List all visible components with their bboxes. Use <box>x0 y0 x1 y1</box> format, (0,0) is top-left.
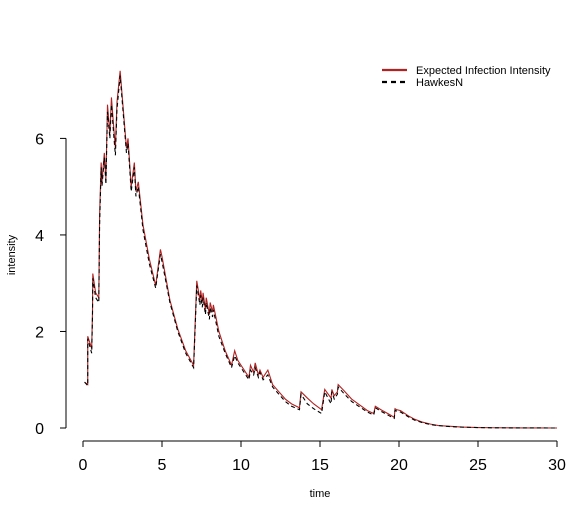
y-tick-label: 2 <box>35 324 44 341</box>
y-axis-title: intensity <box>6 234 18 275</box>
axes: 0 5 10 15 20 25 30 0 2 4 6 <box>35 131 566 474</box>
x-tick-label: 15 <box>311 457 329 474</box>
series-layer <box>84 70 558 429</box>
legend-label: Expected Infection Intensity <box>416 65 551 77</box>
x-tick-label: 30 <box>548 457 566 474</box>
y-tick-label: 6 <box>35 131 44 148</box>
x-tick-label: 20 <box>390 457 408 474</box>
legend-label: HawkesN <box>416 77 463 89</box>
y-tick-label: 0 <box>35 421 44 438</box>
series-line-hawkesn <box>84 75 558 429</box>
x-tick-label: 5 <box>158 457 167 474</box>
x-axis-title: time <box>310 488 331 500</box>
y-tick-label: 4 <box>35 228 44 245</box>
x-tick-label: 10 <box>232 457 250 474</box>
series-line-expected-infection-intensity <box>84 70 558 429</box>
x-tick-label: 25 <box>469 457 487 474</box>
x-tick-label: 0 <box>79 457 88 474</box>
